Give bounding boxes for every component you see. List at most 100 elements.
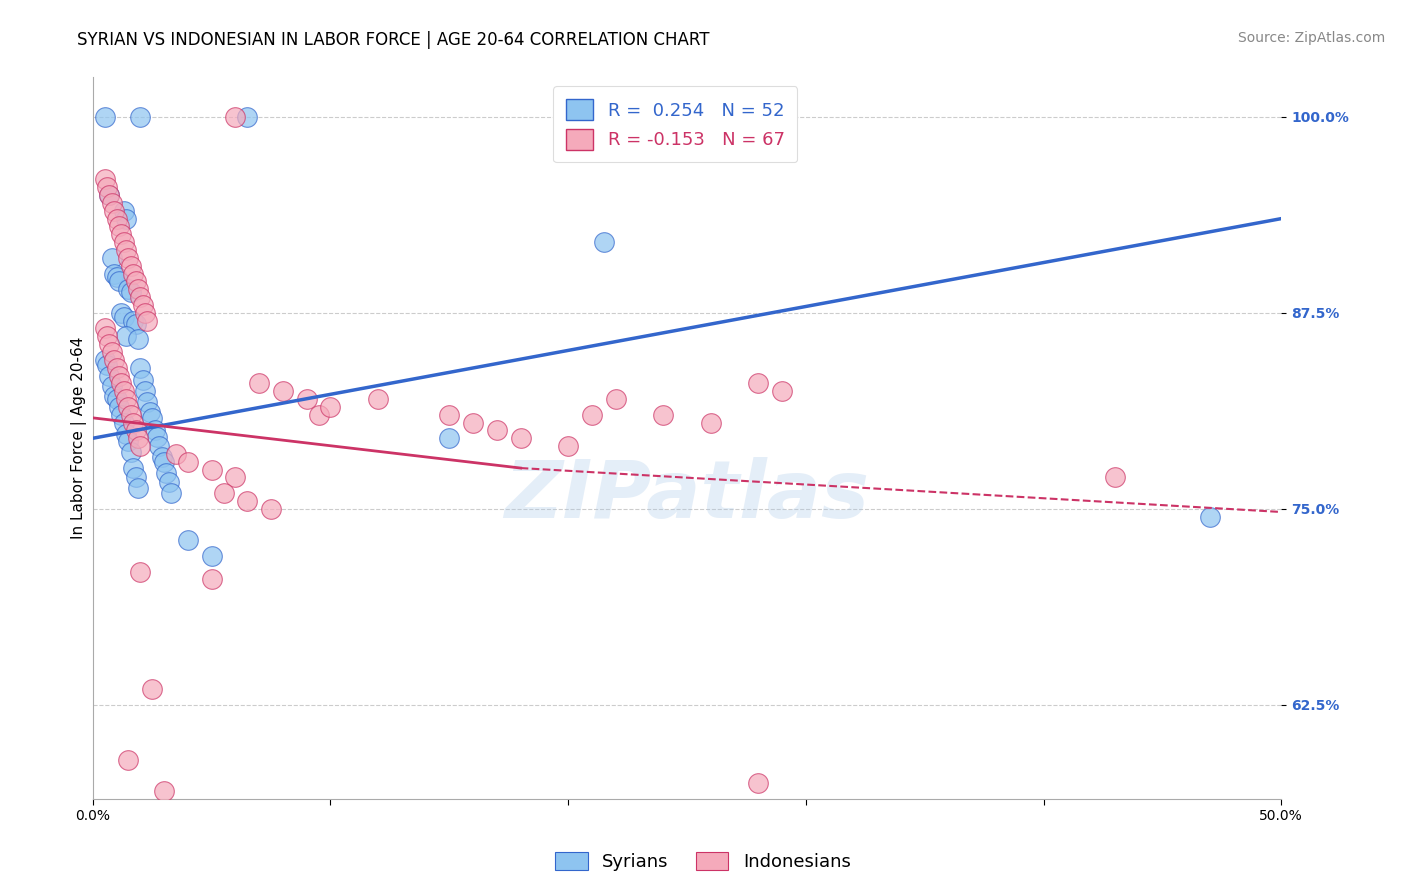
- Point: [112, 384, 135, 399]
- Point: [124, 424, 146, 438]
- Point: [122, 313, 145, 327]
- Point: [127, 482, 149, 496]
- Point: [103, 267, 125, 281]
- Point: [201, 462, 224, 476]
- Point: [132, 298, 155, 312]
- Point: [132, 373, 155, 387]
- Point: [461, 416, 484, 430]
- Text: SYRIAN VS INDONESIAN IN LABOR FORCE | AGE 20-64 CORRELATION CHART: SYRIAN VS INDONESIAN IN LABOR FORCE | AG…: [77, 31, 710, 49]
- Point: [770, 384, 793, 399]
- Point: [117, 400, 139, 414]
- Point: [224, 110, 246, 124]
- Point: [177, 533, 200, 548]
- Point: [236, 494, 259, 508]
- Point: [127, 333, 149, 347]
- Point: [271, 384, 294, 399]
- Point: [439, 408, 461, 422]
- Point: [557, 439, 579, 453]
- Point: [101, 196, 124, 211]
- Point: [115, 392, 138, 406]
- Point: [105, 360, 128, 375]
- Point: [148, 439, 170, 453]
- Point: [115, 426, 138, 441]
- Point: [236, 110, 259, 124]
- Legend: R =  0.254   N = 52, R = -0.153   N = 67: R = 0.254 N = 52, R = -0.153 N = 67: [554, 87, 797, 162]
- Point: [177, 455, 200, 469]
- Point: [224, 470, 246, 484]
- Point: [117, 434, 139, 449]
- Point: [120, 445, 142, 459]
- Point: [592, 235, 614, 249]
- Point: [143, 424, 166, 438]
- Point: [150, 450, 173, 464]
- Point: [367, 392, 389, 406]
- Point: [509, 431, 531, 445]
- Point: [115, 329, 138, 343]
- Point: [105, 392, 128, 406]
- Point: [308, 408, 330, 422]
- Point: [160, 486, 183, 500]
- Point: [93, 172, 115, 186]
- Point: [129, 290, 152, 304]
- Point: [129, 110, 152, 124]
- Point: [124, 274, 146, 288]
- Point: [117, 282, 139, 296]
- Point: [122, 461, 145, 475]
- Point: [134, 306, 156, 320]
- Point: [120, 408, 142, 422]
- Point: [605, 392, 627, 406]
- Point: [747, 776, 769, 790]
- Point: [141, 410, 163, 425]
- Point: [247, 376, 270, 391]
- Text: ZIPatlas: ZIPatlas: [505, 457, 869, 535]
- Point: [115, 243, 138, 257]
- Point: [93, 352, 115, 367]
- Point: [747, 376, 769, 391]
- Point: [652, 408, 675, 422]
- Point: [103, 389, 125, 403]
- Point: [122, 416, 145, 430]
- Point: [105, 269, 128, 284]
- Point: [103, 203, 125, 218]
- Point: [153, 784, 176, 798]
- Point: [103, 352, 125, 367]
- Point: [260, 501, 283, 516]
- Point: [153, 455, 176, 469]
- Point: [110, 306, 132, 320]
- Point: [485, 424, 508, 438]
- Point: [96, 180, 118, 194]
- Point: [700, 416, 723, 430]
- Point: [110, 227, 132, 242]
- Point: [117, 251, 139, 265]
- Point: [201, 549, 224, 563]
- Point: [96, 358, 118, 372]
- Point: [112, 235, 135, 249]
- Point: [129, 439, 152, 453]
- Point: [112, 416, 135, 430]
- Point: [129, 360, 152, 375]
- Point: [115, 211, 138, 226]
- Point: [96, 329, 118, 343]
- Point: [110, 408, 132, 422]
- Point: [124, 470, 146, 484]
- Point: [439, 431, 461, 445]
- Text: Source: ZipAtlas.com: Source: ZipAtlas.com: [1237, 31, 1385, 45]
- Point: [136, 395, 159, 409]
- Y-axis label: In Labor Force | Age 20-64: In Labor Force | Age 20-64: [72, 337, 87, 540]
- Point: [124, 317, 146, 331]
- Point: [112, 203, 135, 218]
- Point: [93, 321, 115, 335]
- Point: [101, 251, 124, 265]
- Point: [201, 573, 224, 587]
- Point: [108, 400, 131, 414]
- Point: [139, 404, 162, 418]
- Point: [581, 408, 603, 422]
- Point: [136, 313, 159, 327]
- Point: [101, 345, 124, 359]
- Legend: Syrians, Indonesians: Syrians, Indonesians: [548, 845, 858, 879]
- Point: [93, 110, 115, 124]
- Point: [98, 337, 121, 351]
- Point: [127, 282, 149, 296]
- Point: [120, 285, 142, 300]
- Point: [108, 274, 131, 288]
